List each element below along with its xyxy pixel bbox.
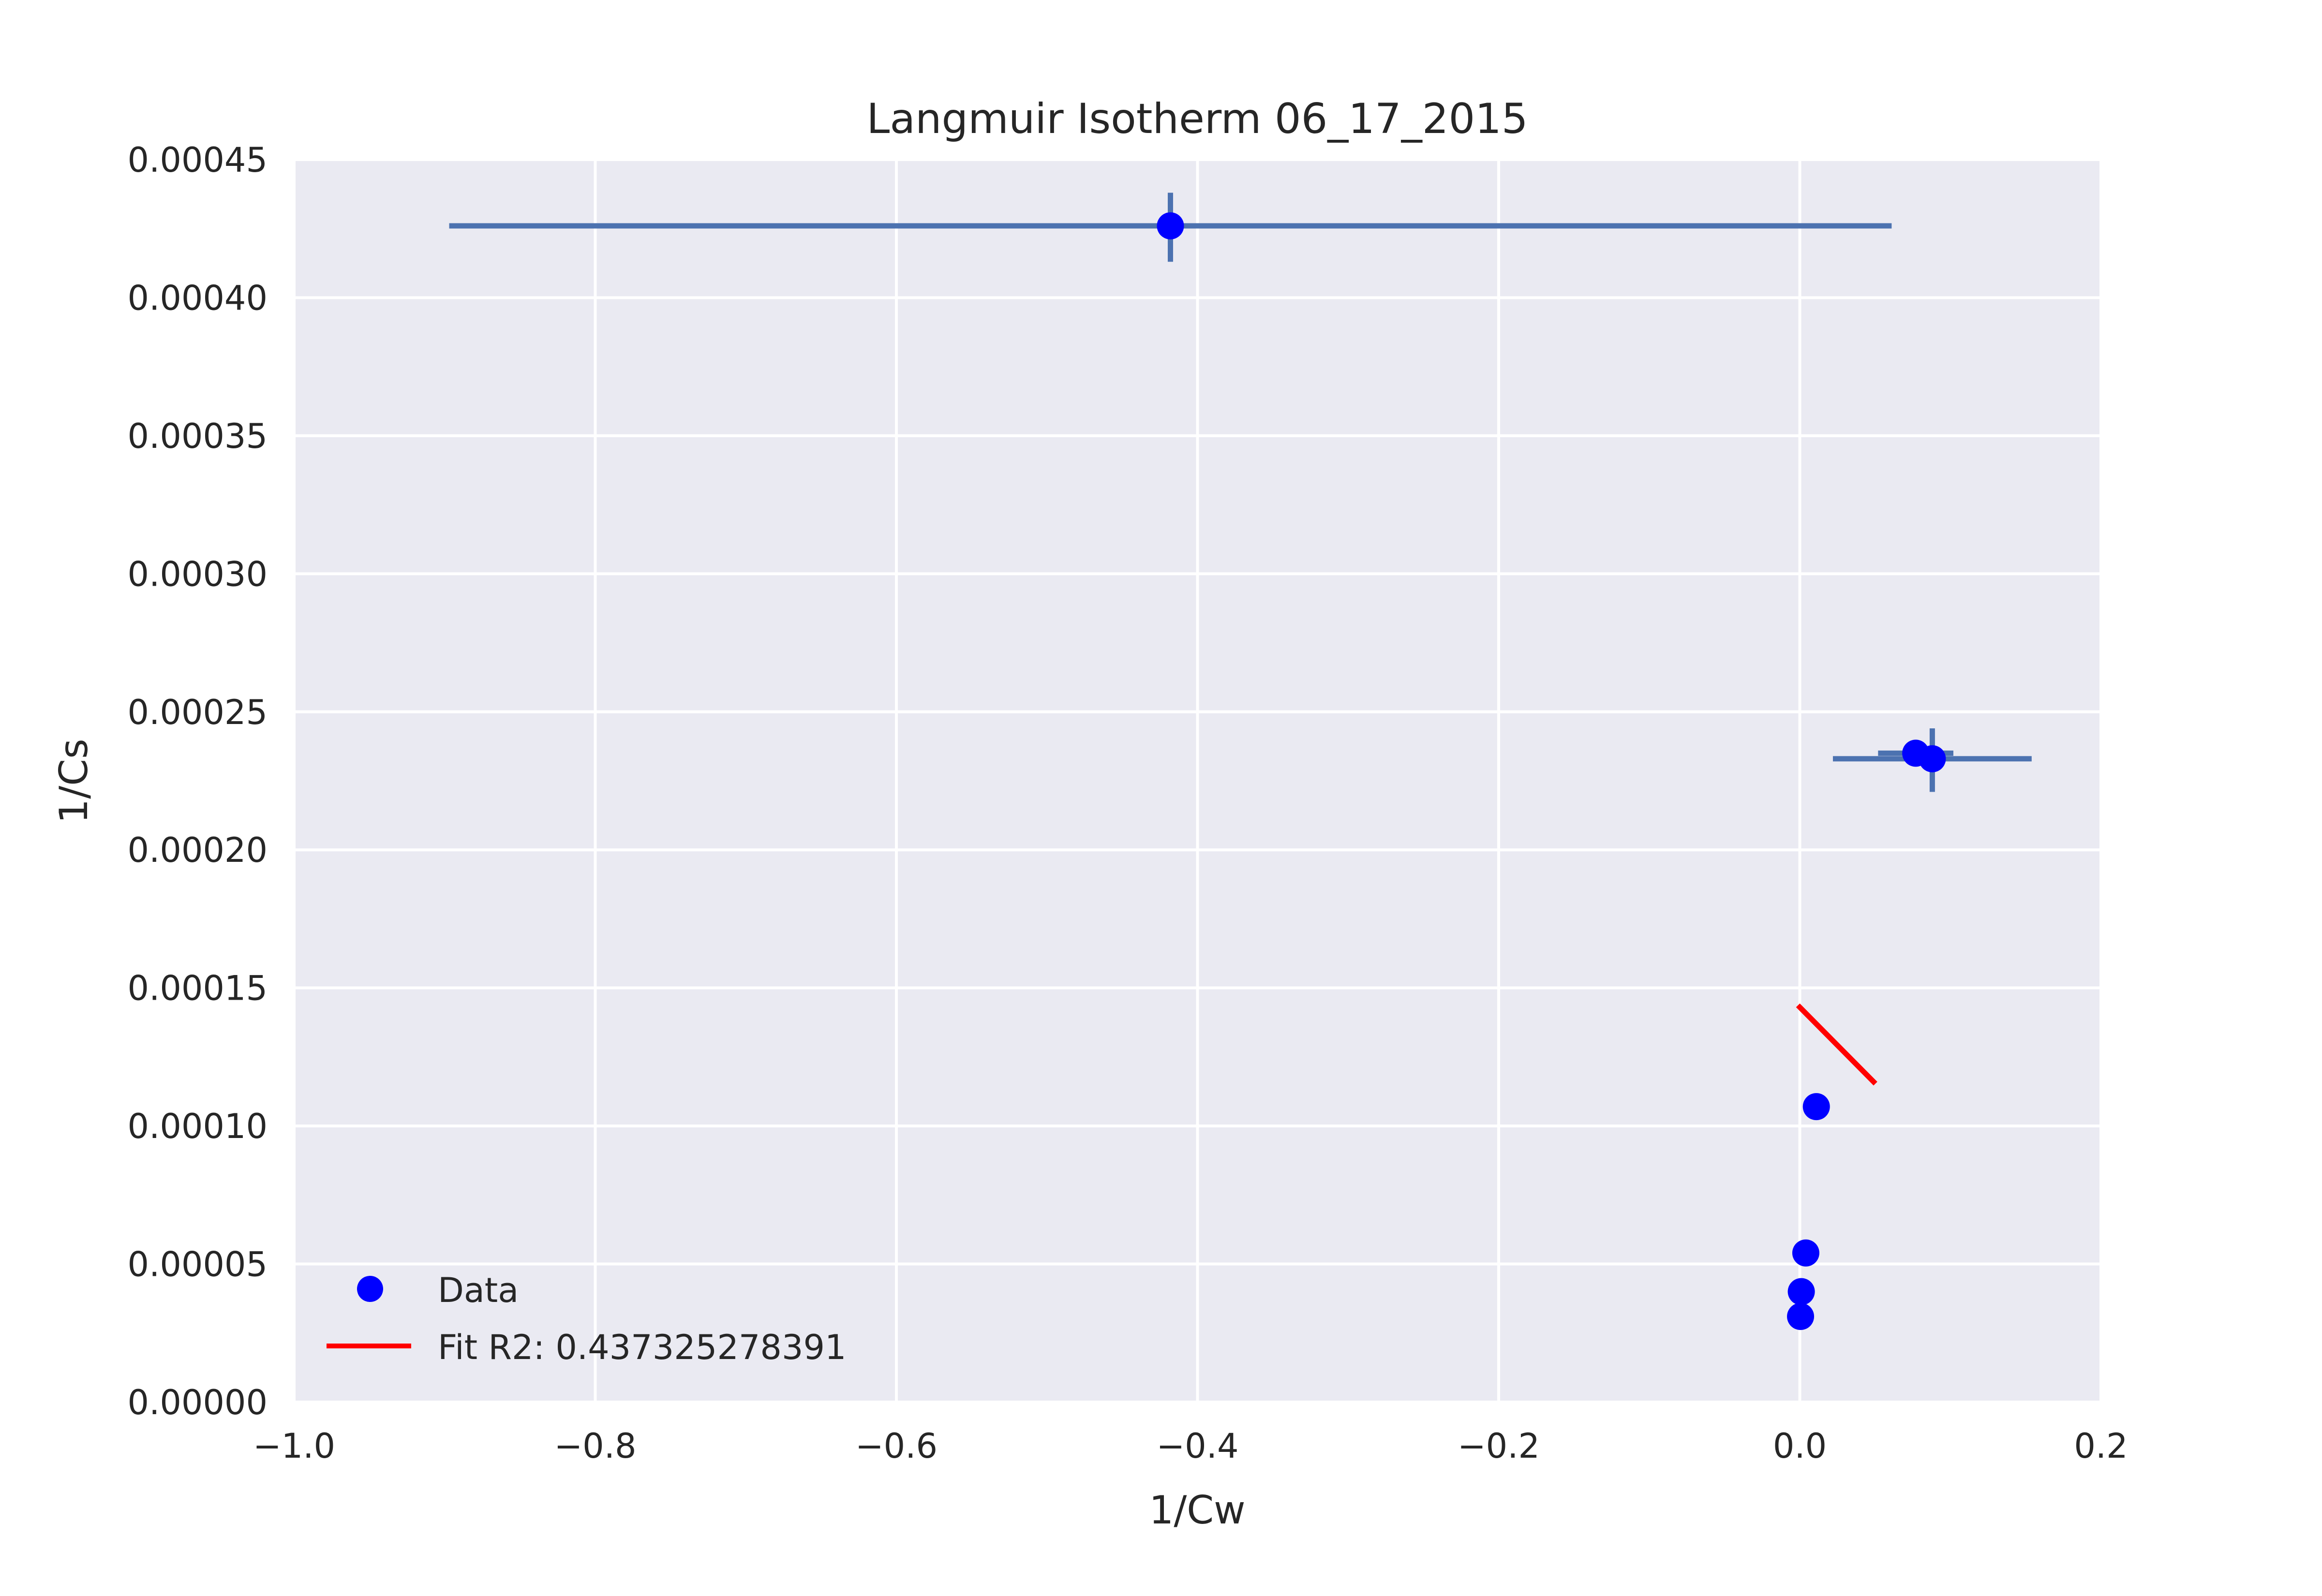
y-tick-label: 0.00040 bbox=[128, 278, 268, 318]
y-tick-labels: 0.00000 0.00005 0.00010 0.00015 0.00020 0.000… bbox=[128, 140, 268, 1422]
legend: Data Fit R2: 0.437325278391 bbox=[327, 1271, 847, 1367]
chart-title: Langmuir Isotherm 06_17_2015 bbox=[866, 95, 1528, 143]
data-point bbox=[1919, 745, 1946, 772]
data-point bbox=[1792, 1239, 1819, 1267]
y-tick-label: 0.00005 bbox=[128, 1245, 268, 1285]
x-tick-label: 0.2 bbox=[2074, 1426, 2128, 1466]
x-tick-label: −0.4 bbox=[1157, 1426, 1239, 1466]
x-tick-label: −0.2 bbox=[1458, 1426, 1540, 1466]
x-tick-labels: −1.0 −0.8 −0.6 −0.4 −0.2 0.0 0.2 bbox=[253, 1426, 2128, 1466]
y-tick-label: 0.00020 bbox=[128, 830, 268, 870]
x-tick-label: −0.8 bbox=[554, 1426, 637, 1466]
grid bbox=[293, 158, 2102, 1404]
data-point bbox=[1157, 212, 1184, 240]
x-tick-label: −0.6 bbox=[855, 1426, 938, 1466]
y-tick-label: 0.00030 bbox=[128, 554, 268, 594]
x-axis-label: 1/Cw bbox=[1149, 1488, 1245, 1533]
legend-data-marker bbox=[357, 1276, 383, 1302]
x-tick-label: −1.0 bbox=[253, 1426, 335, 1466]
data-point bbox=[1787, 1303, 1815, 1330]
data-point bbox=[1802, 1093, 1830, 1121]
fit-line bbox=[1796, 1003, 1877, 1086]
y-tick-label: 0.00015 bbox=[128, 969, 268, 1008]
data-points bbox=[1157, 212, 1946, 1330]
y-tick-label: 0.00025 bbox=[128, 693, 268, 732]
y-tick-label: 0.00035 bbox=[128, 416, 268, 456]
y-tick-label: 0.00010 bbox=[128, 1107, 268, 1146]
fit-line-layer bbox=[1796, 1003, 1877, 1086]
legend-fit-label: Fit R2: 0.437325278391 bbox=[438, 1328, 847, 1367]
y-axis-label: 1/Cs bbox=[51, 739, 96, 823]
data-point bbox=[1787, 1278, 1815, 1305]
x-tick-label: 0.0 bbox=[1773, 1426, 1827, 1466]
legend-data-label: Data bbox=[438, 1271, 519, 1310]
y-tick-label: 0.00045 bbox=[128, 140, 268, 180]
y-tick-label: 0.00000 bbox=[128, 1383, 268, 1422]
